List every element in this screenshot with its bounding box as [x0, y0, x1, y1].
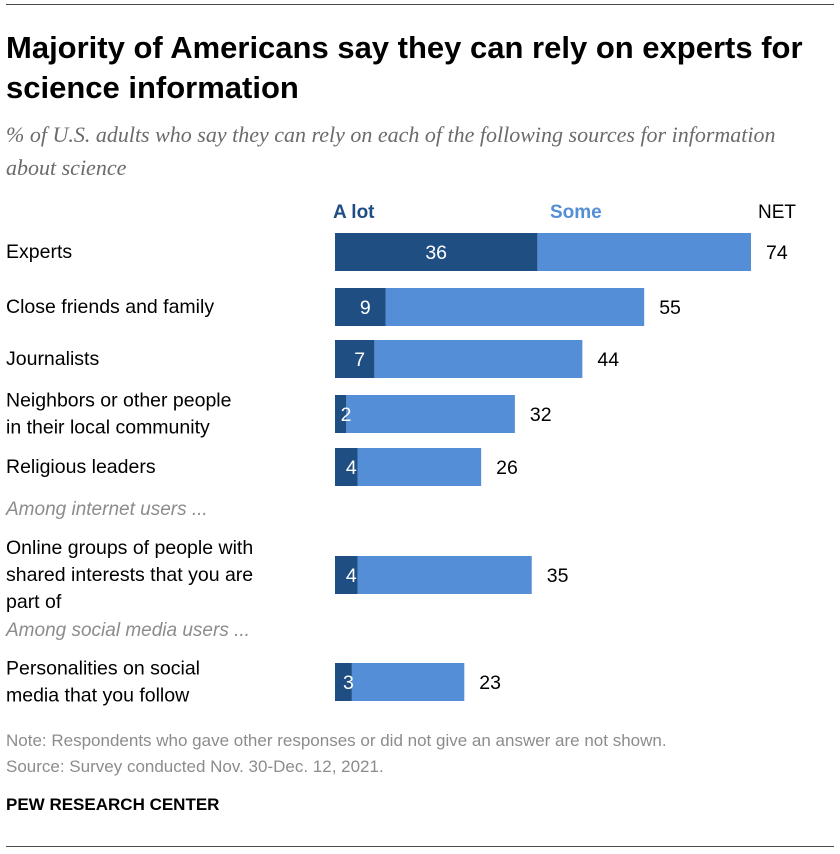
chart-title: Majority of Americans say they can rely … — [6, 30, 803, 105]
legend-net: NET — [758, 202, 796, 223]
category-label: Close friends and family — [6, 296, 214, 318]
category-label: part of — [6, 591, 62, 613]
bar-some — [351, 663, 465, 701]
category-label: Neighbors or other people — [6, 390, 231, 412]
value-label-a-lot: 3 — [343, 672, 354, 694]
value-label-net: 23 — [479, 672, 501, 694]
bar-some — [346, 395, 515, 433]
chart-note: Note: Respondents who gave other respons… — [6, 731, 667, 750]
category-label: Experts — [6, 241, 72, 263]
top-rule — [6, 4, 834, 5]
value-label-a-lot: 4 — [346, 565, 357, 587]
bar-some — [374, 340, 583, 378]
category-label: media that you follow — [6, 685, 190, 707]
value-label-net: 44 — [597, 349, 619, 371]
value-label-a-lot: 36 — [425, 242, 447, 264]
category-label: Journalists — [6, 348, 99, 370]
value-label-net: 55 — [659, 297, 681, 319]
bar-a-lot — [335, 663, 352, 701]
bar-a-lot — [335, 288, 386, 326]
bar-a-lot — [335, 340, 375, 378]
value-label-net: 35 — [547, 565, 569, 587]
category-label: shared interests that you are — [6, 564, 253, 586]
value-label-net: 74 — [766, 242, 788, 264]
bar-a-lot — [335, 556, 358, 594]
bar-some — [357, 556, 532, 594]
category-label: Personalities on social — [6, 658, 200, 680]
category-label: Online groups of people with — [6, 537, 253, 559]
chart-source: Source: Survey conducted Nov. 30-Dec. 12… — [6, 757, 384, 776]
bar-some — [357, 448, 482, 486]
legend-some: Some — [550, 202, 602, 223]
value-label-a-lot: 7 — [354, 349, 365, 371]
group-label: Among social media users ... — [5, 620, 250, 641]
chart-subtitle: % of U.S. adults who say they can rely o… — [6, 122, 776, 180]
value-label-net: 26 — [496, 457, 518, 479]
category-label: in their local community — [6, 417, 210, 439]
legend-a-lot: A lot — [333, 202, 375, 223]
bar-some — [537, 233, 751, 271]
value-label-a-lot: 2 — [341, 404, 352, 426]
brand-name: PEW RESEARCH CENTER — [6, 795, 220, 814]
value-label-net: 32 — [530, 404, 552, 426]
bar-a-lot — [335, 233, 538, 271]
value-label-a-lot: 4 — [346, 457, 357, 479]
bar-a-lot — [335, 395, 347, 433]
bar-a-lot — [335, 448, 358, 486]
bar-some — [385, 288, 645, 326]
group-label: Among internet users ... — [5, 499, 208, 520]
value-label-a-lot: 9 — [360, 297, 371, 319]
bottom-rule — [6, 846, 834, 847]
category-label: Religious leaders — [6, 456, 156, 478]
